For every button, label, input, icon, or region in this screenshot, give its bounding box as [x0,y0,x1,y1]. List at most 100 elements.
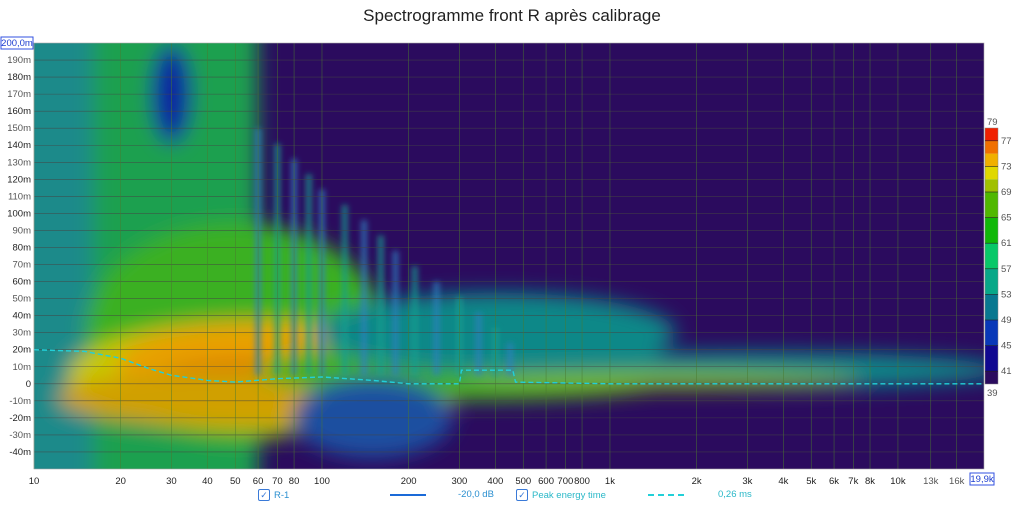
heatmap-streak [507,342,514,376]
x-tick-label: 1k [605,476,615,487]
x-tick-label: 2k [692,476,702,487]
colorbar-frame [984,127,999,385]
x-tick-label: 3k [742,476,752,487]
legend-peak[interactable]: ✓ Peak energy time [516,489,606,501]
x-tick-label: 7k [848,476,858,487]
colorbar-band [985,320,998,346]
colorbar-max-label: 79 [987,117,998,128]
y-tick-label: 160m [7,106,31,117]
colorbar-band [985,153,998,167]
y-tick-label: 20m [13,345,32,356]
x-tick-label: 200 [401,476,417,487]
colorbar-band [985,166,998,180]
heatmap-streak [411,266,418,376]
x-tick-label: 30 [166,476,177,487]
colorbar-band [985,243,998,269]
peak-value: 0,26 ms [718,489,752,500]
heatmap-streak [341,204,348,376]
peak-energy-line [33,349,984,385]
colorbar-tick-label: 45 [1001,341,1012,352]
y-tick-label: 70m [13,260,32,271]
r1-checkbox[interactable]: ✓ [258,489,270,501]
x-tick-label: 80 [289,476,300,487]
colorbar-band [985,345,998,372]
colorbar-tick-label: 65 [1001,213,1012,224]
colorbar-band [985,140,998,154]
x-tick-label: 700 [557,476,573,487]
heatmap-streak [475,312,482,376]
y-tick-label: 170m [7,89,31,100]
heatmap-streak [392,250,399,376]
colorbar-band [985,217,998,244]
x-tick-label: 100 [314,476,330,487]
y-tick-label: -20m [9,413,31,424]
colorbar-tick-label: 49 [1001,315,1012,326]
heatmap-streak [377,235,384,376]
colorbar-band [985,371,998,384]
x-tick-label: 60 [253,476,264,487]
y-tick-label: 30m [13,328,32,339]
x-tick-label: 4k [778,476,788,487]
x-tick-label: 800 [574,476,590,487]
x-tick-label: 13k [923,476,939,487]
colorbar-tick-label: 61 [1001,238,1012,249]
y-tick-label: 130m [7,157,31,168]
colorbar-band [985,128,998,141]
colorbar-tick-label: 53 [1001,289,1012,300]
y-tick-label: 190m [7,55,31,66]
y-max-box [0,36,34,50]
y-tick-label: 50m [13,294,32,305]
heatmap-streak [305,174,312,376]
x-tick-label: 8k [865,476,875,487]
legend-r1-line: -20,0 dB [390,489,494,500]
x-tick-label: 6k [829,476,839,487]
x-tick-label: 500 [515,476,531,487]
y-tick-label: -40m [9,447,31,458]
colorbar-band [985,179,998,192]
x-tick-label: 10 [29,476,40,487]
heatmap-streak [433,281,440,376]
x-tick-label: 16k [949,476,965,487]
colorbar-tick-label: 73 [1001,161,1012,172]
plot-frame [33,42,985,470]
y-tick-label: 120m [7,174,31,185]
y-tick-label: 90m [13,225,32,236]
colorbar-tick-label: 69 [1001,187,1012,198]
chart-title: Spectrogramme front R après calibrage [363,6,661,25]
colorbar-tick-label: 41 [1001,366,1012,377]
colorbar-min-label: 39 [987,388,998,399]
y-max-label: 200,0m [1,38,33,49]
x-max-box [969,472,995,486]
y-tick-label: 60m [13,277,32,288]
x-tick-label: 5k [806,476,816,487]
y-tick-label: 100m [7,208,31,219]
y-tick-label: 40m [13,311,32,322]
heatmap-region [460,372,861,389]
r1-label: R-1 [274,489,290,501]
x-tick-label: 400 [487,476,503,487]
y-tick-label: 180m [7,72,31,83]
colorbar-tick-label: 77 [1001,136,1012,147]
legend-peak-line: 0,26 ms [648,489,752,500]
peak-checkbox[interactable]: ✓ [516,489,528,501]
x-tick-label: 600 [538,476,554,487]
x-tick-label: 50 [230,476,241,487]
heatmap-streak [361,220,368,376]
x-tick-label: 20 [115,476,126,487]
x-tick-label: 300 [451,476,467,487]
y-tick-label: -10m [9,396,31,407]
colorbar-band [985,268,998,295]
x-tick-label: 70 [272,476,283,487]
y-tick-label: 110m [8,191,31,202]
legend-r1[interactable]: ✓ R-1 [258,489,289,501]
y-tick-label: 140m [7,140,31,151]
y-tick-label: -30m [9,430,31,441]
r1-line-swatch [390,493,426,496]
y-tick-label: 10m [13,362,32,373]
peak-line-swatch [648,493,684,496]
y-tick-label: 0 [26,379,31,390]
x-tick-label: 10k [890,476,906,487]
peak-label: Peak energy time [532,489,606,501]
r1-value: -20,0 dB [458,489,494,500]
